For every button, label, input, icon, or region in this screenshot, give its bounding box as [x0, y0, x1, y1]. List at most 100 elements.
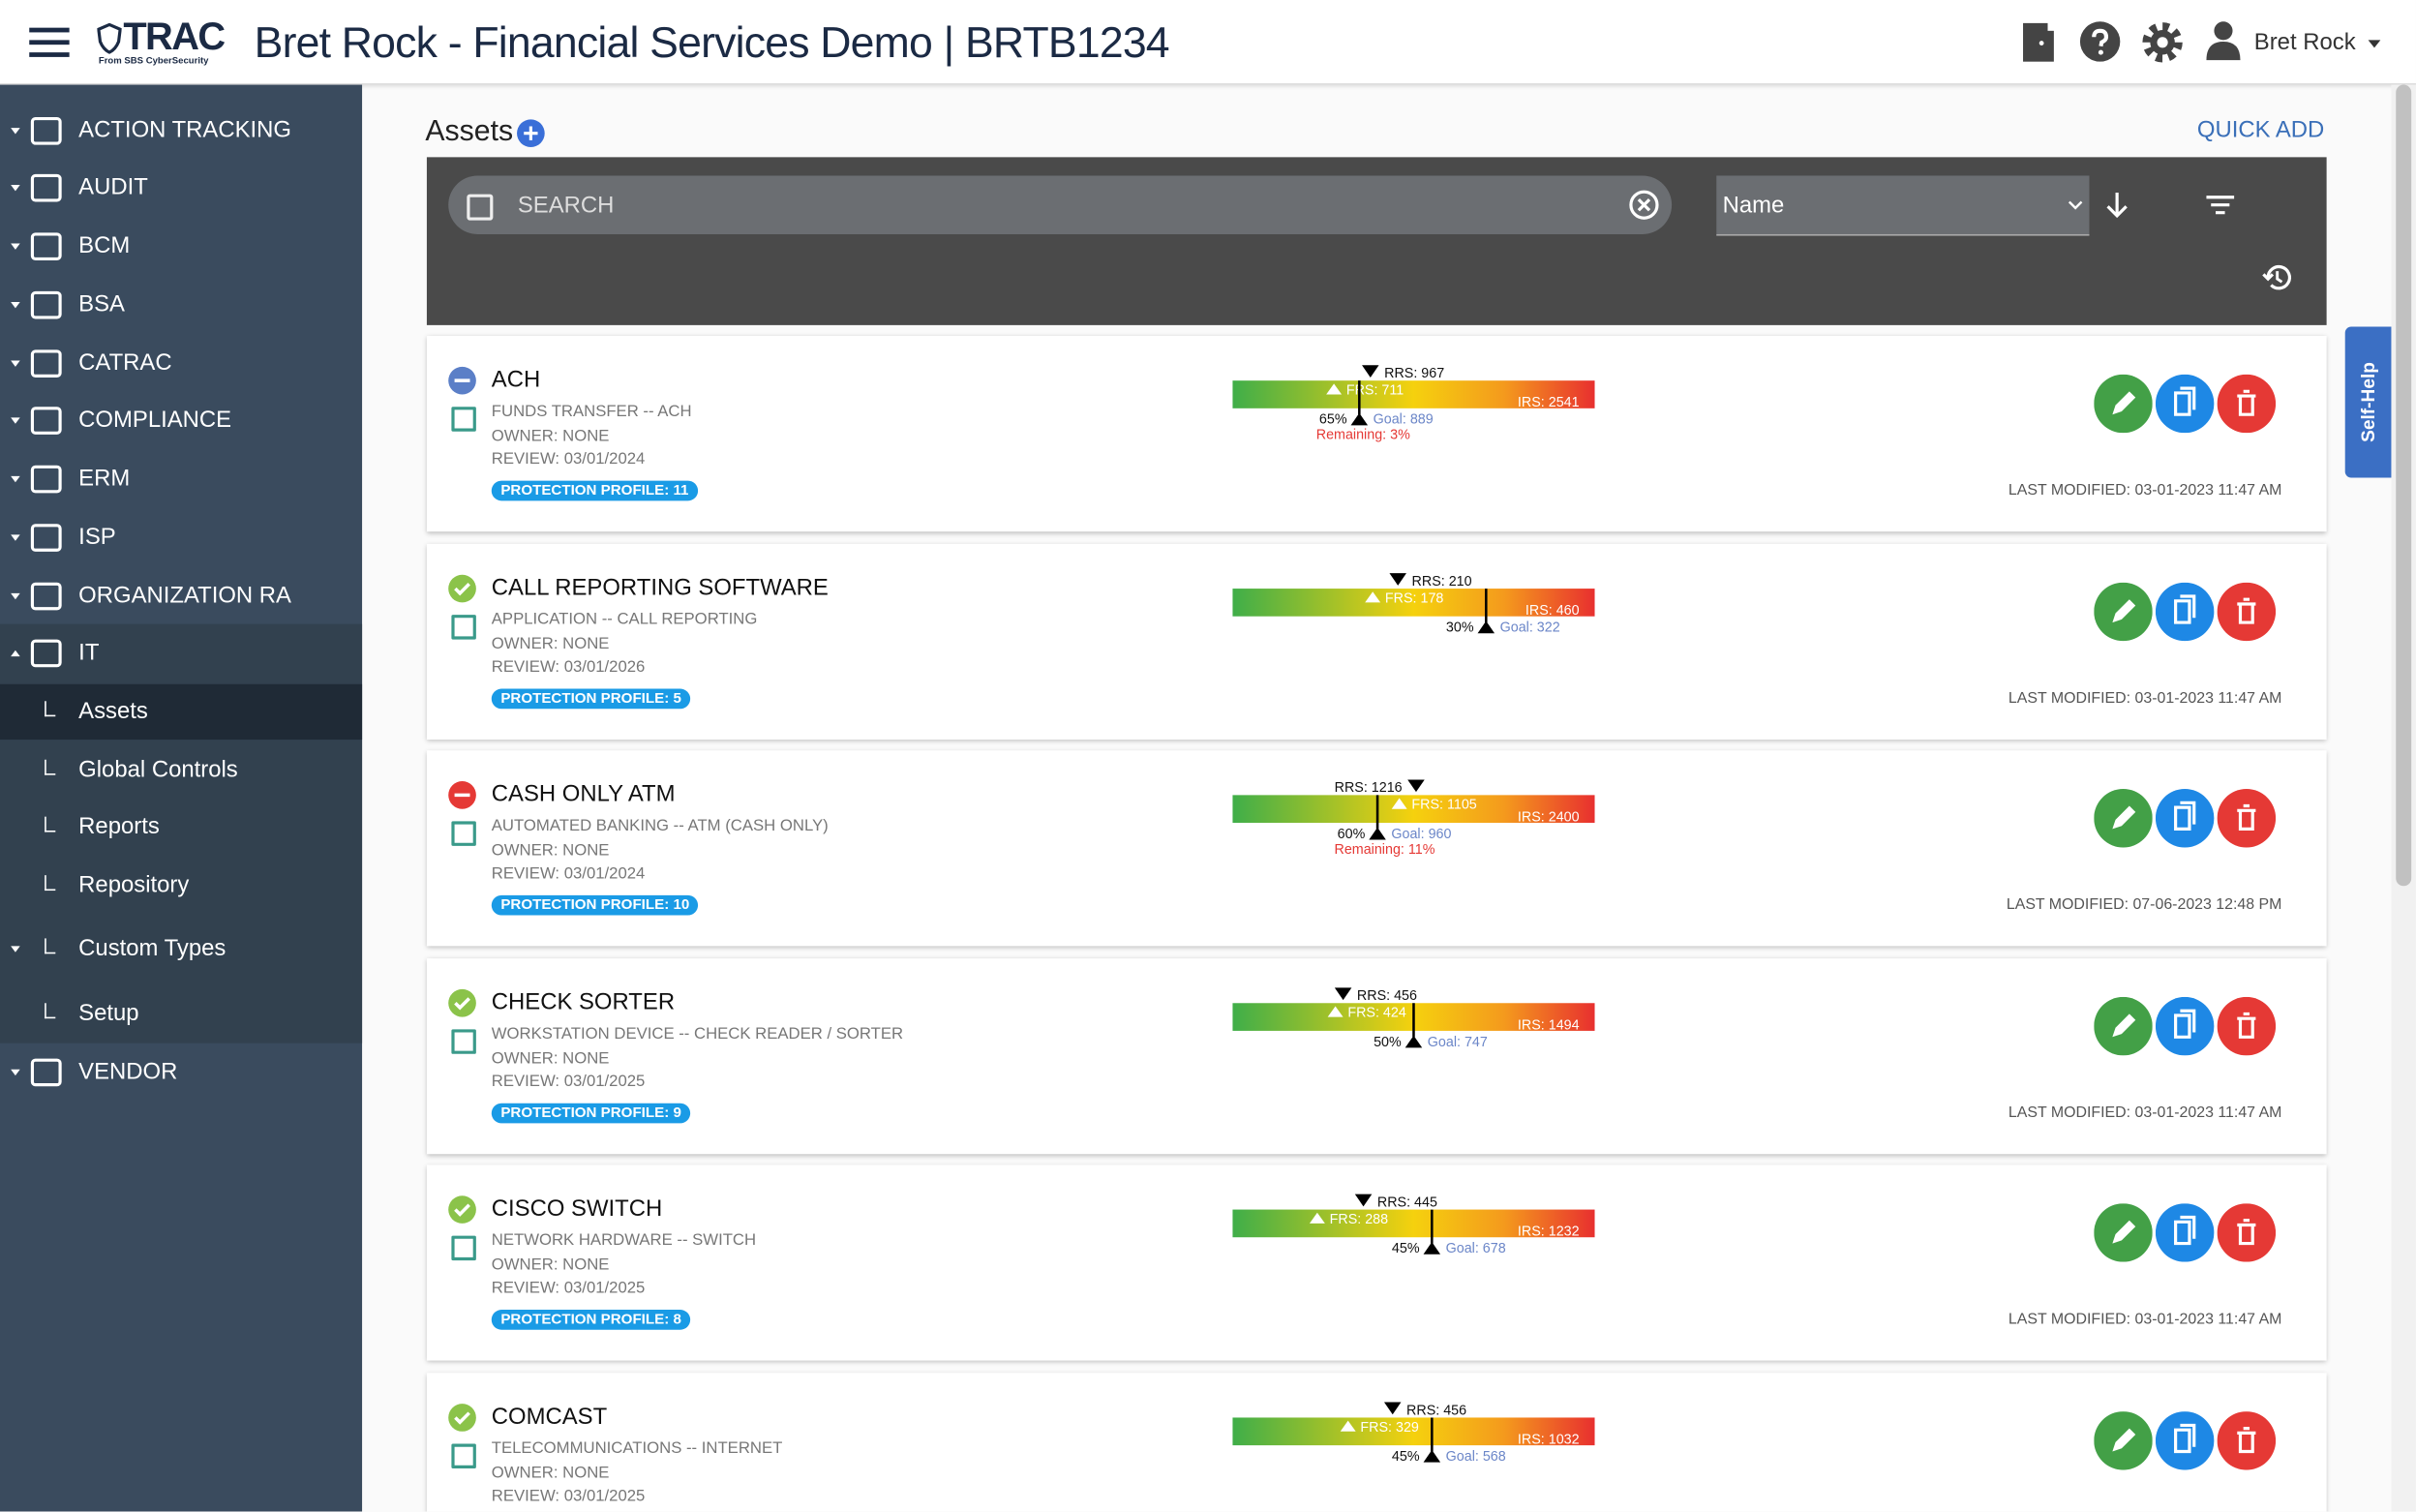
copy-button[interactable] — [2155, 374, 2215, 434]
sub-nav-item[interactable]: Custom Types — [0, 922, 362, 977]
row-checkbox[interactable] — [451, 821, 476, 846]
edit-button[interactable] — [2094, 581, 2153, 641]
goal-percent: 65% — [1319, 412, 1347, 428]
asset-card: ACH FUNDS TRANSFER -- ACH OWNER: NONE REVIE… — [426, 336, 2327, 532]
nav-icon — [30, 407, 62, 435]
nav-item[interactable]: AUDIT — [0, 161, 362, 216]
nav-item[interactable]: BCM — [0, 219, 362, 274]
copy-button-icon — [2174, 386, 2196, 416]
sub-nav-item[interactable]: Assets — [0, 683, 363, 741]
asset-name[interactable]: CISCO SWITCH — [491, 1195, 663, 1223]
delete-button-bg — [2217, 1410, 2277, 1469]
delete-button[interactable] — [2217, 789, 2277, 848]
sort-direction[interactable] — [2104, 191, 2129, 219]
edit-button[interactable] — [2094, 1203, 2153, 1262]
self-help-tab[interactable]: Self-Help — [2344, 326, 2392, 478]
risk-gauge: IRS: 2541 FRS: 711 RRS: 967 Goal: 889 65%Rem… — [1232, 365, 1595, 443]
sub-nav-item[interactable]: Global Controls — [0, 742, 362, 798]
copy-button[interactable] — [2155, 581, 2215, 641]
asset-type: APPLICATION -- CALL REPORTING — [491, 609, 758, 628]
irs-label: IRS: 1032 — [1518, 1432, 1580, 1447]
sort-select[interactable]: Name — [1716, 175, 2128, 236]
asset-name[interactable]: CHECK SORTER — [491, 988, 676, 1015]
menu-button[interactable] — [29, 27, 70, 59]
row-checkbox[interactable] — [451, 1235, 476, 1261]
nav-label: CATRAC — [78, 349, 172, 377]
edit-button[interactable] — [2094, 374, 2153, 434]
goal-percent: 50% — [1374, 1034, 1402, 1049]
user-icon[interactable] — [2205, 20, 2242, 62]
exit-icon[interactable] — [2018, 18, 2058, 65]
status-icon — [448, 366, 476, 395]
nav-item[interactable]: COMPLIANCE — [0, 393, 362, 448]
quick-add[interactable]: QUICK ADD — [2196, 116, 2325, 144]
row-checkbox[interactable] — [451, 1028, 476, 1053]
search-box[interactable]: SEARCH — [448, 175, 1673, 234]
asset-type: TELECOMMUNICATIONS -- INTERNET — [491, 1437, 783, 1458]
sub-nav-item[interactable]: Setup — [0, 986, 362, 1042]
gauge-bar — [1232, 588, 1595, 616]
row-checkbox[interactable] — [451, 614, 476, 639]
user-name[interactable]: Bret Rock — [2253, 29, 2356, 56]
delete-button[interactable] — [2217, 374, 2277, 434]
search-placeholder: SEARCH — [517, 192, 615, 220]
filter-button[interactable] — [2205, 195, 2236, 216]
delete-button[interactable] — [2217, 581, 2277, 641]
nav-item[interactable]: ISP — [0, 510, 362, 565]
nav-label: Reports — [78, 813, 160, 840]
copy-button-bg — [2155, 996, 2215, 1055]
goal-label: Goal: 678 — [1446, 1241, 1506, 1256]
nav-item[interactable]: ORGANIZATION RA — [0, 568, 362, 623]
row-checkbox[interactable] — [451, 1442, 476, 1468]
asset-owner: OWNER: NONE — [491, 634, 610, 653]
copy-button-bg — [2155, 789, 2215, 848]
nav-item[interactable]: ACTION TRACKING — [0, 104, 362, 159]
nav-item[interactable]: CATRAC — [0, 336, 362, 391]
edit-button[interactable] — [2094, 996, 2153, 1055]
help-icon[interactable] — [2078, 20, 2122, 64]
edit-button[interactable] — [2094, 789, 2153, 848]
nav-icon — [30, 116, 62, 145]
edit-button-icon — [2112, 1220, 2136, 1244]
sub-nav-item[interactable]: Reports — [0, 800, 362, 855]
edit-button[interactable] — [2094, 1410, 2153, 1469]
delete-button[interactable] — [2217, 996, 2277, 1055]
asset-name[interactable]: COMCAST — [491, 1403, 608, 1430]
asset-name[interactable]: CALL REPORTING SOFTWARE — [491, 573, 829, 601]
nav-item[interactable]: ERM — [0, 451, 362, 506]
nav-item[interactable]: IT — [0, 625, 362, 680]
clear-search[interactable] — [1629, 190, 1660, 221]
select-all[interactable] — [467, 194, 494, 221]
nav-item[interactable]: VENDOR — [0, 1044, 362, 1100]
asset-name[interactable]: ACH — [491, 366, 541, 393]
copy-button[interactable] — [2155, 1410, 2215, 1469]
asset-name[interactable]: CASH ONLY ATM — [491, 781, 676, 808]
last-modified: LAST MODIFIED: 07-06-2023 12:48 PM — [2006, 896, 2282, 914]
status-glyph — [454, 1203, 470, 1217]
protection-profile: PROTECTION PROFILE: 9 — [491, 1102, 691, 1123]
rrs-marker — [1362, 365, 1379, 378]
copy-button-bg — [2155, 374, 2215, 434]
settings-icon[interactable] — [2140, 20, 2185, 65]
protection-profile: PROTECTION PROFILE: 5 — [491, 687, 691, 709]
asset-review: REVIEW: 03/01/2024 — [491, 863, 646, 884]
copy-button-icon — [2174, 1423, 2196, 1453]
delete-button[interactable] — [2217, 1410, 2277, 1469]
copy-button[interactable] — [2155, 789, 2215, 848]
nav-label: COMPLIANCE — [78, 407, 232, 434]
add-button[interactable] — [516, 119, 545, 148]
copy-button[interactable] — [2155, 1203, 2215, 1262]
row-checkbox[interactable] — [451, 407, 476, 432]
delete-button[interactable] — [2217, 1203, 2277, 1262]
history-button[interactable] — [2259, 262, 2293, 293]
tree-line — [45, 1003, 56, 1019]
frs-label: FRS: 711 — [1346, 383, 1404, 399]
status-icon — [448, 1195, 476, 1224]
nav-item[interactable]: BSA — [0, 278, 362, 333]
sub-nav-item[interactable]: Repository — [0, 859, 362, 914]
scrollbar[interactable] — [2391, 84, 2416, 1512]
copy-button[interactable] — [2155, 996, 2215, 1055]
nav-icon — [30, 173, 62, 202]
